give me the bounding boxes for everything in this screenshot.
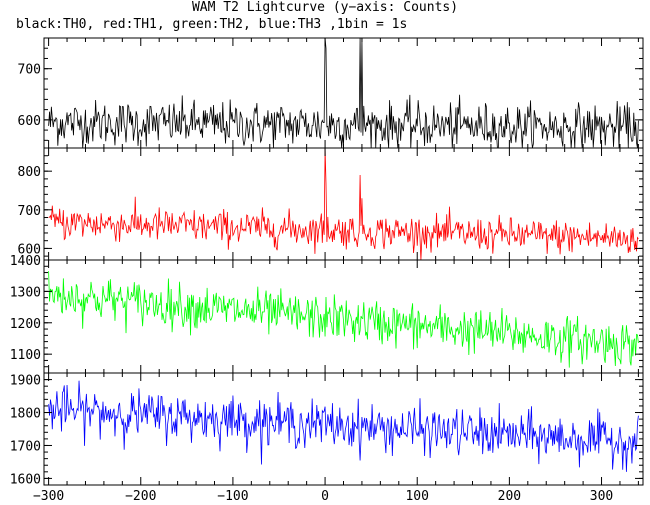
y-tick-label: 1900	[10, 374, 41, 389]
x-tick-label: −200	[125, 489, 156, 504]
y-tick-label: 1100	[10, 348, 41, 363]
panel-frame-th3	[43, 372, 644, 486]
y-tick-label: 600	[18, 242, 41, 257]
chart-title: WAM T2 Lightcurve (y−axis: Counts)	[191, 0, 459, 15]
y-tick-label: 1600	[10, 472, 41, 487]
series-line-th1	[48, 147, 639, 261]
x-tick-label: −300	[33, 489, 64, 504]
y-tick-label: 800	[18, 165, 41, 180]
x-tick-label: 300	[590, 489, 613, 504]
x-tick-label: 200	[498, 489, 521, 504]
y-tick-label: 1300	[10, 285, 41, 300]
y-tick-label: 700	[18, 204, 41, 219]
chart-subtitle: black:TH0, red:TH1, green:TH2, blue:TH3 …	[16, 17, 408, 32]
y-tick-label: 1700	[10, 439, 41, 454]
y-tick-label: 700	[18, 63, 41, 78]
y-tick-label: 600	[18, 114, 41, 129]
x-tick-label: 100	[405, 489, 428, 504]
y-tick-label: 1200	[10, 317, 41, 332]
y-tick-label: 1800	[10, 407, 41, 422]
series-line-th3	[48, 380, 639, 472]
x-tick-label: 0	[321, 489, 329, 504]
y-tick-label: 1400	[10, 254, 41, 269]
x-tick-label: −100	[217, 489, 248, 504]
series-line-th2	[48, 271, 639, 368]
series-line-th0	[48, 37, 639, 149]
